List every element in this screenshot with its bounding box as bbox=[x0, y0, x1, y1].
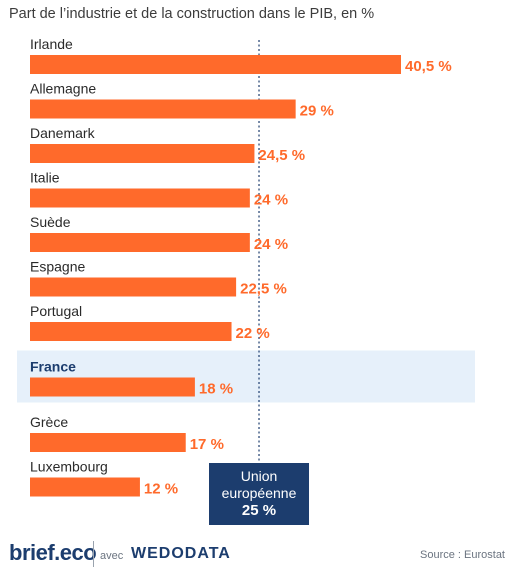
category-label: Espagne bbox=[30, 259, 85, 275]
bar bbox=[30, 377, 195, 397]
category-label: Portugal bbox=[30, 303, 82, 319]
logo-divider bbox=[93, 541, 94, 567]
bar bbox=[30, 477, 140, 497]
value-label: 40,5 % bbox=[405, 58, 452, 75]
category-label: Grèce bbox=[30, 414, 68, 430]
bar bbox=[30, 322, 232, 341]
category-label: Allemagne bbox=[30, 81, 96, 97]
eu-reference-box bbox=[209, 463, 310, 525]
value-label: 22 % bbox=[236, 325, 270, 342]
category-label: Suède bbox=[30, 214, 71, 230]
bar bbox=[30, 144, 255, 163]
eu-reference-value: 25 % bbox=[242, 502, 276, 519]
value-label: 29 % bbox=[300, 103, 334, 120]
chart-title: Part de l’industrie et de la constructio… bbox=[9, 6, 375, 22]
bar bbox=[30, 188, 250, 208]
bar bbox=[30, 99, 296, 119]
bar bbox=[30, 277, 237, 297]
brief-eco-logo: brief.eco bbox=[9, 540, 97, 565]
category-label: Luxembourg bbox=[30, 459, 108, 475]
value-label: 18 % bbox=[199, 381, 233, 398]
value-label: 22,5 % bbox=[240, 281, 287, 298]
value-label: 12 % bbox=[144, 481, 178, 498]
category-label: Italie bbox=[30, 170, 60, 186]
footer: brief.eco avec WEDODATA Source : Eurosta… bbox=[0, 535, 529, 575]
category-label: Danemark bbox=[30, 125, 96, 141]
eu-reference-label: Union bbox=[241, 468, 278, 484]
avec-label: avec bbox=[100, 550, 124, 562]
value-label: 24 % bbox=[254, 236, 288, 253]
source-note: Source : Eurostat bbox=[420, 549, 505, 561]
value-label: 24,5 % bbox=[258, 147, 305, 164]
bar bbox=[30, 55, 401, 74]
bar bbox=[30, 433, 186, 452]
wedodata-logo: WEDODATA bbox=[131, 545, 231, 562]
category-label: Irlande bbox=[30, 36, 73, 52]
eu-reference-label: européenne bbox=[222, 485, 297, 501]
category-label: France bbox=[30, 359, 76, 375]
bar bbox=[30, 233, 250, 252]
value-label: 17 % bbox=[190, 436, 224, 453]
value-label: 24 % bbox=[254, 192, 288, 209]
